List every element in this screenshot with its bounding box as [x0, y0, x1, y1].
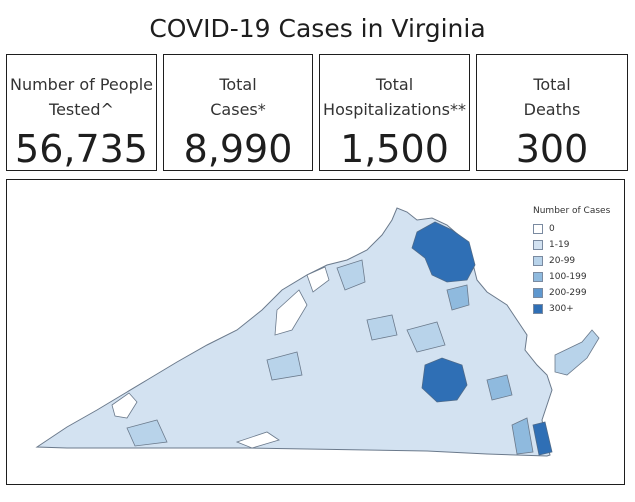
- legend-item: 20-99: [533, 253, 610, 269]
- county-20-99-c[interactable]: [406, 321, 446, 353]
- county-0-north[interactable]: [306, 266, 330, 293]
- legend-item: 100-199: [533, 269, 610, 285]
- legend-item: 0: [533, 221, 610, 237]
- county-100-199-c[interactable]: [511, 417, 534, 455]
- cases-card[interactable]: Total Cases* 8,990: [163, 54, 313, 171]
- legend-label-200-299: 200-299: [549, 288, 587, 298]
- legend-swatch-1-19: [533, 240, 543, 250]
- state-outline: [35, 207, 553, 457]
- tested-label-line2: Tested^: [49, 100, 114, 119]
- legend-item: 1-19: [533, 237, 610, 253]
- tested-value: 56,735: [15, 127, 148, 171]
- county-300-plus-nova[interactable]: [411, 221, 476, 283]
- county-0-west[interactable]: [274, 289, 308, 336]
- legend-label-1-19: 1-19: [549, 240, 570, 250]
- hospitalizations-card[interactable]: Total Hospitalizations** 1,500: [319, 54, 470, 171]
- virginia-map-panel[interactable]: Number of Cases 0 1-19 20-99 100-199 200…: [6, 179, 625, 485]
- deaths-label-line2: Deaths: [523, 100, 581, 119]
- tested-card[interactable]: Number of People Tested^ 56,735: [6, 54, 157, 171]
- legend-title: Number of Cases: [533, 206, 611, 216]
- county-300-plus-va-beach[interactable]: [532, 421, 553, 456]
- cases-value: 8,990: [183, 127, 293, 171]
- county-0-south[interactable]: [235, 431, 280, 449]
- legend-label-0: 0: [549, 224, 555, 234]
- legend-swatch-0: [533, 224, 543, 234]
- deaths-label-line1: Total: [533, 75, 571, 94]
- legend-label-300-plus: 300+: [549, 304, 574, 314]
- deaths-value: 300: [515, 127, 589, 171]
- county-100-199-b[interactable]: [486, 374, 513, 401]
- cases-label-line2: Cases*: [210, 100, 266, 119]
- hospitalizations-label-line2: Hospitalizations**: [323, 100, 466, 119]
- county-300-plus-richmond[interactable]: [421, 357, 468, 403]
- county-20-99-a[interactable]: [336, 259, 366, 291]
- legend-swatch-100-199: [533, 272, 543, 282]
- county-20-99-e[interactable]: [366, 314, 398, 341]
- virginia-county-map[interactable]: [7, 180, 623, 483]
- legend-item: 200-299: [533, 285, 610, 301]
- map-legend: Number of Cases 0 1-19 20-99 100-199 200…: [533, 206, 610, 317]
- legend-item: 300+: [533, 301, 610, 317]
- legend-swatch-20-99: [533, 256, 543, 266]
- county-eastern-shore[interactable]: [554, 329, 600, 376]
- legend-label-100-199: 100-199: [549, 272, 587, 282]
- county-0-sw[interactable]: [111, 392, 138, 419]
- hospitalizations-value: 1,500: [340, 127, 449, 171]
- deaths-card[interactable]: Total Deaths 300: [476, 54, 628, 171]
- legend-swatch-200-299: [533, 288, 543, 298]
- page-title: COVID-19 Cases in Virginia: [149, 14, 486, 43]
- cases-label-line1: Total: [219, 75, 257, 94]
- tested-label-line1: Number of People: [9, 75, 154, 94]
- county-100-199-a[interactable]: [446, 284, 470, 311]
- legend-swatch-300-plus: [533, 304, 543, 314]
- county-20-99-b[interactable]: [126, 419, 168, 447]
- county-20-99-d[interactable]: [266, 351, 303, 381]
- legend-label-20-99: 20-99: [549, 256, 576, 266]
- hospitalizations-label-line1: Total: [375, 75, 414, 94]
